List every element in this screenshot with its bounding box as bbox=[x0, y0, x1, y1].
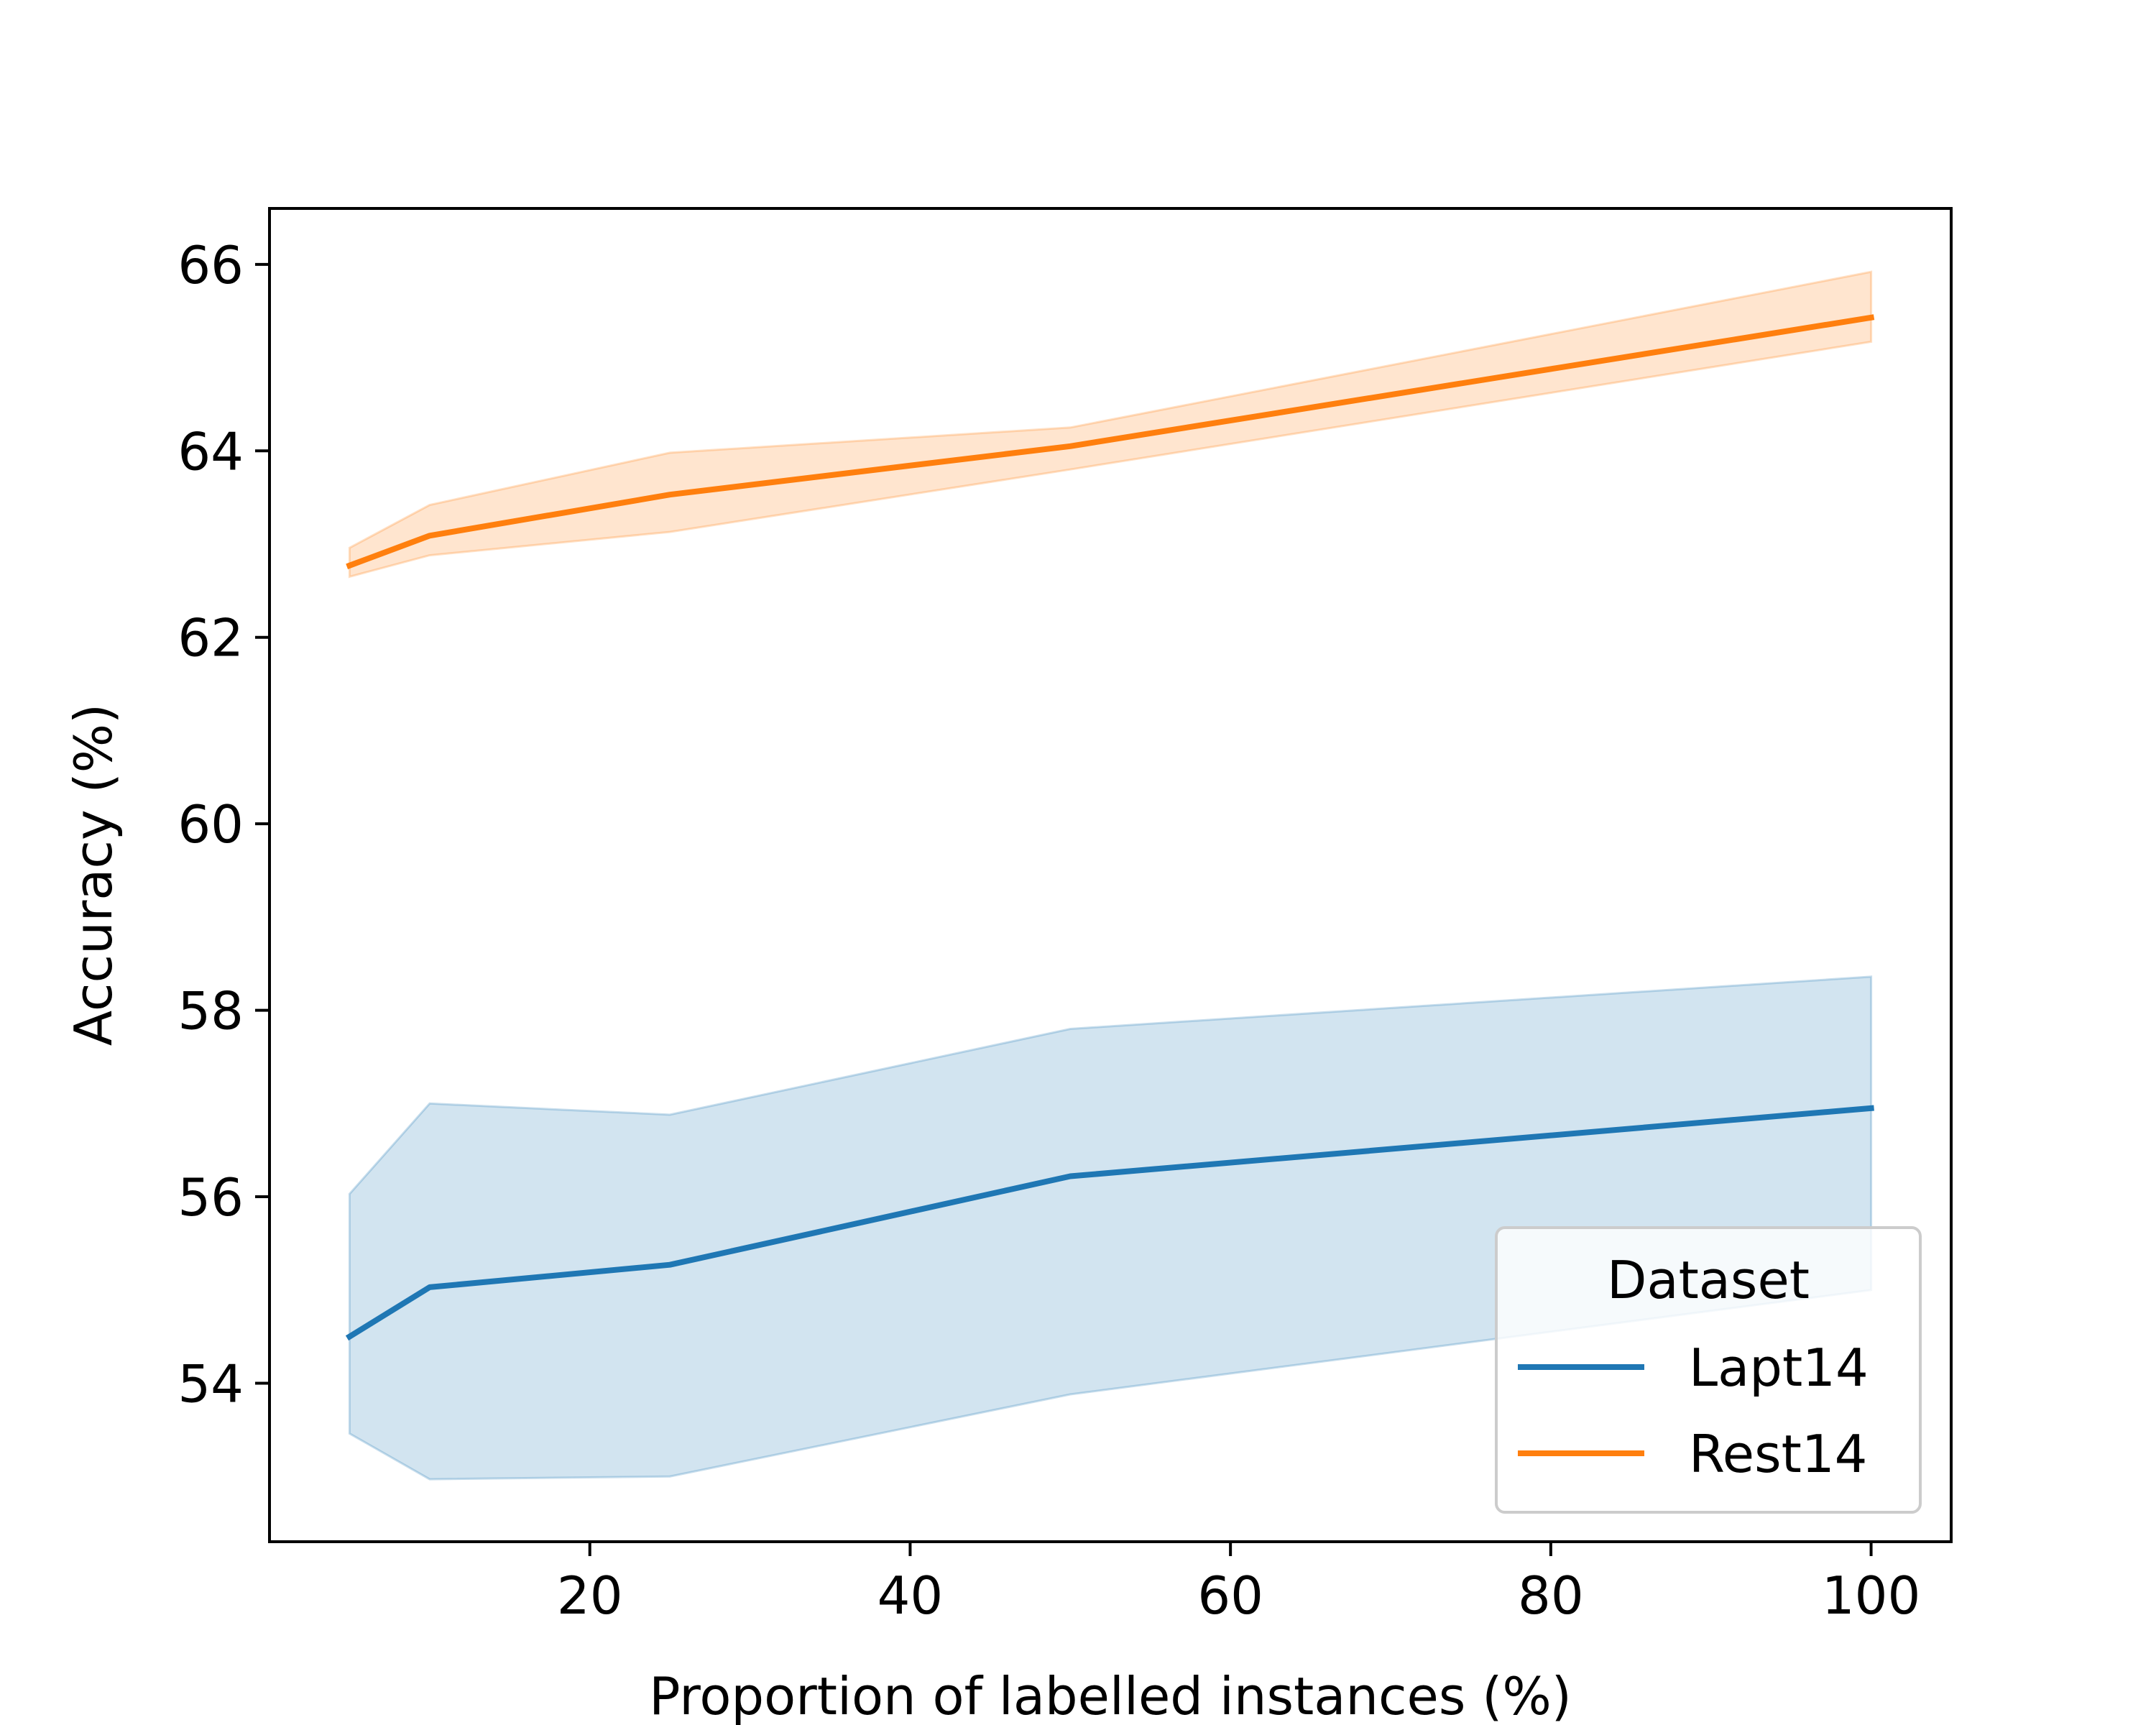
x-tick-label-20: 20 bbox=[557, 1565, 623, 1626]
band-rest14 bbox=[348, 270, 1873, 579]
y-tick-label-62: 62 bbox=[178, 608, 244, 668]
legend-label-rest14: Rest14 bbox=[1689, 1424, 1867, 1484]
x-axis-ticks: 20 40 60 80 100 bbox=[557, 1542, 1920, 1626]
y-tick-label-56: 56 bbox=[178, 1167, 244, 1228]
y-tick-label-54: 54 bbox=[178, 1353, 244, 1414]
x-tick-label-100: 100 bbox=[1822, 1565, 1920, 1626]
legend: Dataset Lapt14 Rest14 bbox=[1495, 1226, 1922, 1514]
series-lines bbox=[345, 314, 1875, 1341]
x-axis-label: Proportion of labelled instances (%) bbox=[649, 1666, 1572, 1725]
y-tick-label-66: 66 bbox=[178, 235, 244, 295]
legend-title: Dataset bbox=[1607, 1250, 1810, 1310]
y-axis-label: Accuracy (%) bbox=[63, 704, 124, 1046]
y-tick-label-58: 58 bbox=[178, 981, 244, 1041]
line-lapt14 bbox=[345, 1105, 1874, 1341]
confidence-bands bbox=[348, 270, 1873, 1481]
legend-box bbox=[1495, 1226, 1922, 1514]
line-rest14 bbox=[346, 314, 1875, 569]
y-axis-ticks: 54 56 58 60 62 64 66 bbox=[178, 235, 270, 1414]
y-tick-label-64: 64 bbox=[178, 421, 244, 482]
y-tick-label-60: 60 bbox=[178, 794, 244, 855]
x-tick-label-40: 40 bbox=[877, 1565, 944, 1626]
plot-frame bbox=[268, 207, 1953, 1543]
x-tick-label-80: 80 bbox=[1518, 1565, 1584, 1626]
x-tick-label-60: 60 bbox=[1197, 1565, 1263, 1626]
legend-label-lapt14: Lapt14 bbox=[1689, 1338, 1869, 1398]
